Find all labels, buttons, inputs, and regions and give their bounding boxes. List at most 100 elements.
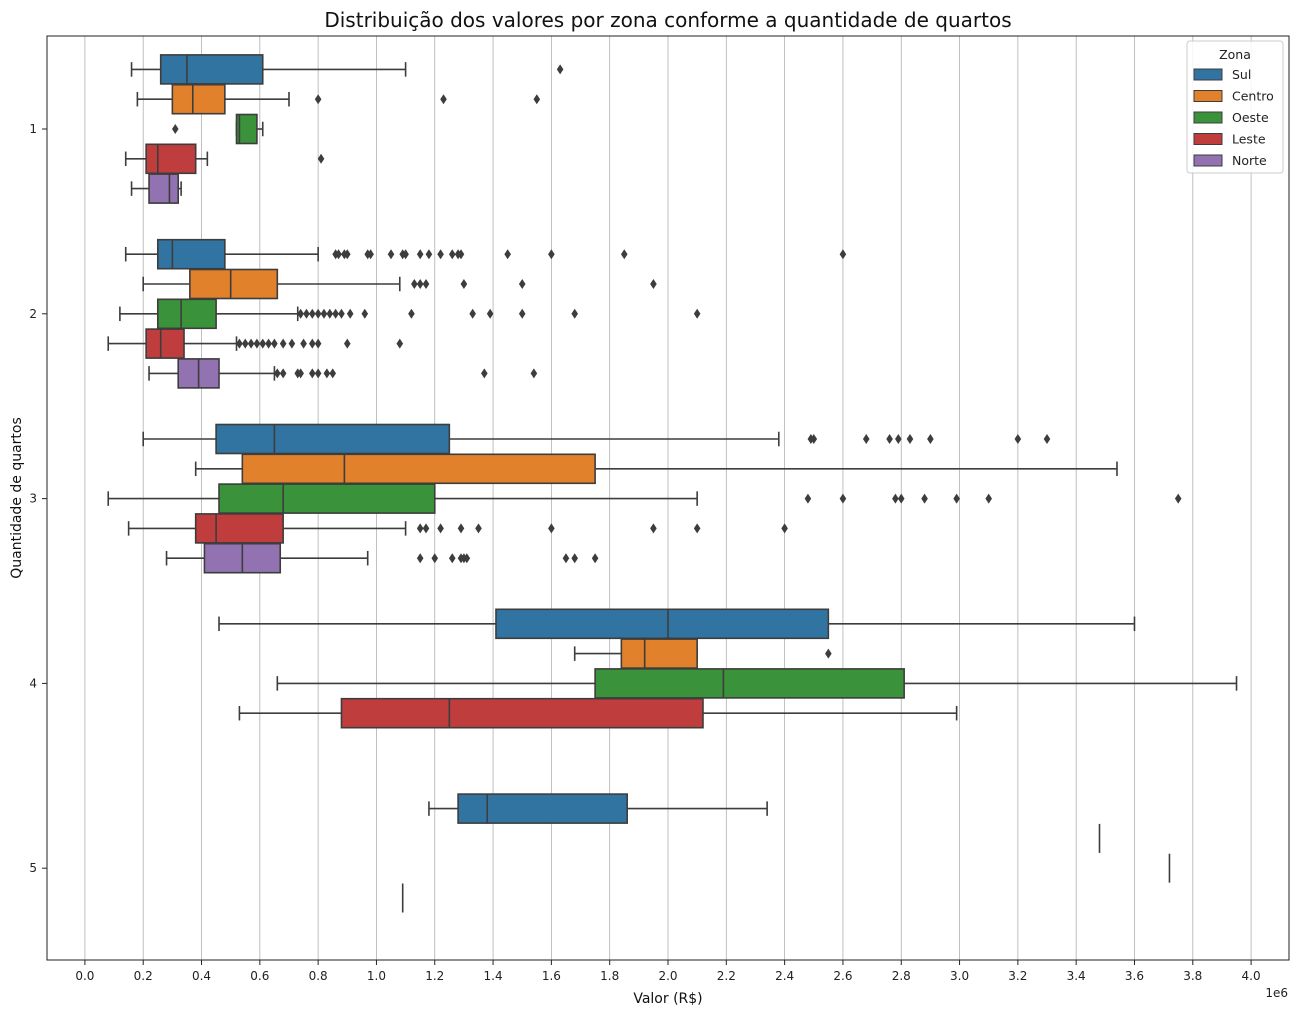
x-tick-label: 2.8 bbox=[892, 969, 911, 983]
x-tick-label: 3.4 bbox=[1067, 969, 1086, 983]
legend-item-centro: Centro bbox=[1193, 89, 1274, 104]
box-iqr bbox=[235, 113, 258, 145]
outlier-point bbox=[693, 523, 701, 534]
box-centro-4 bbox=[573, 638, 832, 669]
outlier-point bbox=[906, 434, 914, 444]
box-leste-1 bbox=[124, 143, 325, 175]
box-iqr bbox=[148, 173, 179, 204]
box-centro-2 bbox=[142, 268, 657, 300]
outlier-point bbox=[895, 434, 902, 444]
outlier-point bbox=[367, 249, 374, 260]
legend-item-leste: Leste bbox=[1193, 132, 1266, 147]
x-tick-label: 0.2 bbox=[134, 969, 153, 983]
outlier-point bbox=[475, 523, 482, 534]
outlier-point bbox=[271, 338, 278, 349]
outlier-point bbox=[416, 553, 424, 564]
outlier-point bbox=[320, 308, 328, 319]
outlier-point bbox=[171, 124, 179, 134]
legend-swatch bbox=[1193, 154, 1223, 167]
legend-item-oeste: Oeste bbox=[1193, 110, 1269, 125]
outlier-point bbox=[548, 523, 555, 534]
outlier-point bbox=[343, 249, 351, 260]
box-iqr bbox=[159, 54, 264, 85]
box-iqr bbox=[620, 638, 698, 669]
box-plots bbox=[107, 54, 1238, 913]
box-iqr bbox=[171, 83, 226, 115]
box-iqr bbox=[457, 793, 628, 824]
box-iqr bbox=[215, 423, 451, 455]
outlier-point bbox=[309, 308, 316, 319]
x-tick-label: 0.6 bbox=[250, 969, 269, 983]
outlier-point bbox=[440, 94, 447, 105]
box-sul-3 bbox=[142, 423, 1051, 455]
outlier-point bbox=[338, 308, 345, 319]
outlier-point bbox=[309, 338, 316, 349]
outlier-point bbox=[504, 249, 511, 260]
x-tick-label: 2.6 bbox=[833, 969, 852, 983]
x-tick-label: 4.0 bbox=[1242, 969, 1261, 983]
box-centro-3 bbox=[194, 453, 1118, 485]
outlier-point bbox=[396, 338, 404, 349]
outlier-point bbox=[839, 249, 847, 260]
box-norte-2 bbox=[148, 358, 538, 389]
outlier-point bbox=[810, 434, 818, 444]
outlier-point bbox=[343, 338, 351, 349]
x-tick-label: 0.4 bbox=[192, 969, 211, 983]
outlier-point bbox=[463, 553, 471, 564]
box-iqr bbox=[594, 668, 905, 699]
outlier-point bbox=[571, 308, 579, 319]
box-iqr bbox=[156, 238, 226, 270]
box-iqr bbox=[156, 298, 217, 330]
outlier-point bbox=[431, 553, 439, 564]
legend-label: Sul bbox=[1232, 67, 1251, 82]
outlier-point bbox=[1014, 434, 1022, 444]
outlier-point bbox=[314, 94, 322, 105]
y-tick-label: 5 bbox=[29, 861, 37, 875]
outlier-point bbox=[437, 249, 444, 260]
box-iqr bbox=[145, 328, 185, 359]
outlier-point bbox=[274, 368, 281, 379]
outlier-point bbox=[1174, 493, 1182, 504]
outlier-point bbox=[361, 308, 369, 319]
outlier-point bbox=[892, 493, 899, 504]
x-axis-scale-label: 1e6 bbox=[1265, 986, 1288, 1000]
legend-label: Leste bbox=[1232, 132, 1266, 147]
box-iqr bbox=[495, 608, 830, 640]
outlier-point bbox=[457, 249, 465, 260]
outlier-point bbox=[571, 553, 579, 564]
box-leste-2 bbox=[107, 328, 404, 359]
box-iqr bbox=[145, 143, 197, 175]
outlier-point bbox=[693, 308, 701, 319]
legend-label: Norte bbox=[1232, 153, 1267, 168]
outlier-point bbox=[530, 368, 538, 379]
x-tick-label: 3.2 bbox=[1008, 969, 1027, 983]
legend-label: Centro bbox=[1232, 89, 1274, 104]
outlier-point bbox=[953, 493, 960, 504]
outlier-point bbox=[556, 64, 564, 75]
outlier-point bbox=[518, 308, 526, 319]
outlier-point bbox=[591, 553, 599, 564]
outlier-point bbox=[548, 249, 555, 260]
outlier-point bbox=[886, 434, 893, 444]
legend-item-sul: Sul bbox=[1193, 67, 1251, 82]
box-oeste-3 bbox=[107, 483, 1182, 514]
outlier-point bbox=[921, 493, 928, 504]
outlier-point bbox=[314, 368, 322, 379]
x-tick-label: 2.2 bbox=[717, 969, 736, 983]
y-axis-title: Quantidade de quartos bbox=[9, 417, 25, 579]
outlier-point bbox=[533, 94, 541, 105]
box-oeste-2 bbox=[119, 298, 701, 330]
legend-swatch bbox=[1193, 133, 1223, 145]
outlier-point bbox=[448, 553, 456, 564]
outlier-point bbox=[402, 249, 409, 260]
outlier-point bbox=[437, 523, 444, 534]
outlier-point bbox=[297, 368, 304, 379]
outlier-point bbox=[265, 338, 272, 349]
x-tick-label: 2.0 bbox=[658, 969, 677, 983]
box-iqr bbox=[241, 453, 596, 485]
outlier-point bbox=[236, 338, 243, 349]
outlier-point bbox=[314, 308, 322, 319]
outlier-point bbox=[422, 279, 430, 289]
